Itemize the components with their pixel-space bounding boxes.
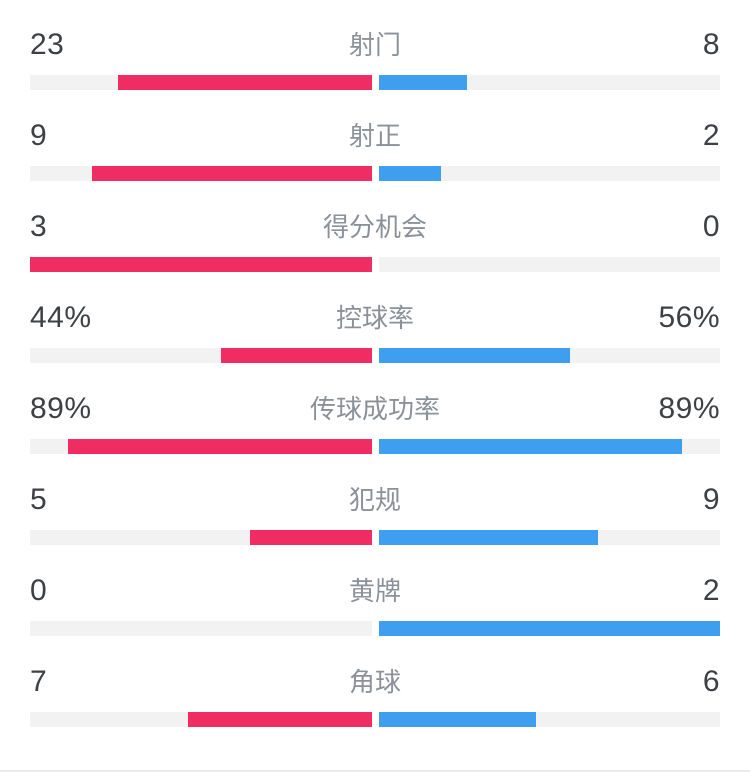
home-bar-fill — [249, 530, 372, 545]
stat-row-shots-on-target: 9 射正 2 — [0, 91, 750, 182]
comparison-bar — [30, 530, 720, 545]
home-value: 7 — [30, 665, 48, 698]
stat-label: 得分机会 — [323, 212, 428, 242]
home-value: 9 — [30, 119, 48, 152]
stat-label: 射正 — [349, 121, 402, 151]
bar-center-gap — [372, 712, 379, 727]
bar-center-gap — [372, 257, 379, 272]
home-bar-track — [30, 712, 372, 727]
home-bar-fill — [118, 75, 372, 90]
home-value: 0 — [30, 574, 48, 607]
stat-label: 传球成功率 — [310, 394, 441, 424]
stat-label: 控球率 — [336, 303, 415, 333]
stat-header: 44% 控球率 56% — [30, 301, 721, 334]
away-bar-track — [378, 75, 720, 90]
home-bar-track — [30, 348, 372, 363]
stat-header: 3 得分机会 0 — [30, 210, 721, 243]
bar-center-gap — [372, 621, 379, 636]
home-bar-track — [30, 439, 372, 454]
stat-row-corners: 7 角球 6 — [0, 637, 750, 728]
stat-header: 89% 传球成功率 89% — [30, 392, 721, 425]
away-bar-fill — [378, 348, 570, 363]
stat-header: 9 射正 2 — [30, 119, 721, 152]
bar-center-gap — [372, 75, 379, 90]
home-bar-track — [30, 530, 372, 545]
away-bar-fill — [378, 166, 441, 181]
away-bar-track — [378, 439, 720, 454]
away-bar-fill — [378, 530, 599, 545]
stat-row-big-chances: 3 得分机会 0 — [0, 182, 750, 273]
stat-row-shots: 23 射门 8 — [0, 0, 750, 91]
home-value: 23 — [30, 28, 65, 61]
stat-row-fouls: 5 犯规 9 — [0, 455, 750, 546]
home-bar-fill — [92, 166, 372, 181]
away-bar-fill — [378, 75, 467, 90]
stat-row-pass-accuracy: 89% 传球成功率 89% — [0, 364, 750, 455]
home-value: 89% — [30, 392, 92, 425]
stat-label: 角球 — [349, 667, 402, 697]
home-bar-fill — [30, 257, 372, 272]
comparison-bar — [30, 75, 720, 90]
stat-row-possession: 44% 控球率 56% — [0, 273, 750, 364]
stat-header: 7 角球 6 — [30, 665, 721, 698]
away-value: 2 — [702, 119, 721, 152]
away-bar-track — [378, 166, 720, 181]
bar-center-gap — [372, 439, 379, 454]
home-value: 5 — [30, 483, 48, 516]
stat-header: 5 犯规 9 — [30, 483, 721, 516]
away-bar-track — [378, 257, 720, 272]
comparison-bar — [30, 712, 720, 727]
comparison-bar — [30, 166, 720, 181]
stat-header: 23 射门 8 — [30, 28, 721, 61]
away-bar-track — [378, 348, 720, 363]
bar-center-gap — [372, 348, 379, 363]
stat-row-yellow-cards: 0 黄牌 2 — [0, 546, 750, 637]
away-value: 89% — [658, 392, 721, 425]
bar-center-gap — [372, 166, 379, 181]
away-value: 9 — [702, 483, 721, 516]
comparison-bar — [30, 257, 720, 272]
home-bar-fill — [221, 348, 372, 363]
bottom-divider — [0, 770, 750, 772]
home-bar-track — [30, 75, 372, 90]
away-bar-fill — [378, 621, 720, 636]
home-bar-fill — [67, 439, 372, 454]
away-bar-fill — [378, 712, 537, 727]
home-value: 44% — [30, 301, 92, 334]
stat-label: 射门 — [349, 30, 402, 60]
home-bar-track — [30, 166, 372, 181]
away-value: 6 — [702, 665, 721, 698]
bar-center-gap — [372, 530, 379, 545]
away-bar-track — [378, 712, 720, 727]
stat-label: 犯规 — [349, 485, 402, 515]
home-bar-fill — [187, 712, 372, 727]
home-bar-track — [30, 621, 372, 636]
comparison-bar — [30, 348, 720, 363]
away-value: 0 — [702, 210, 721, 243]
away-bar-fill — [378, 439, 683, 454]
stat-header: 0 黄牌 2 — [30, 574, 721, 607]
away-value: 2 — [702, 574, 721, 607]
away-bar-track — [378, 530, 720, 545]
home-value: 3 — [30, 210, 48, 243]
away-value: 56% — [658, 301, 721, 334]
comparison-bar — [30, 439, 720, 454]
away-value: 8 — [702, 28, 721, 61]
stat-label: 黄牌 — [349, 576, 402, 606]
away-bar-track — [378, 621, 720, 636]
home-bar-track — [30, 257, 372, 272]
comparison-bar — [30, 621, 720, 636]
